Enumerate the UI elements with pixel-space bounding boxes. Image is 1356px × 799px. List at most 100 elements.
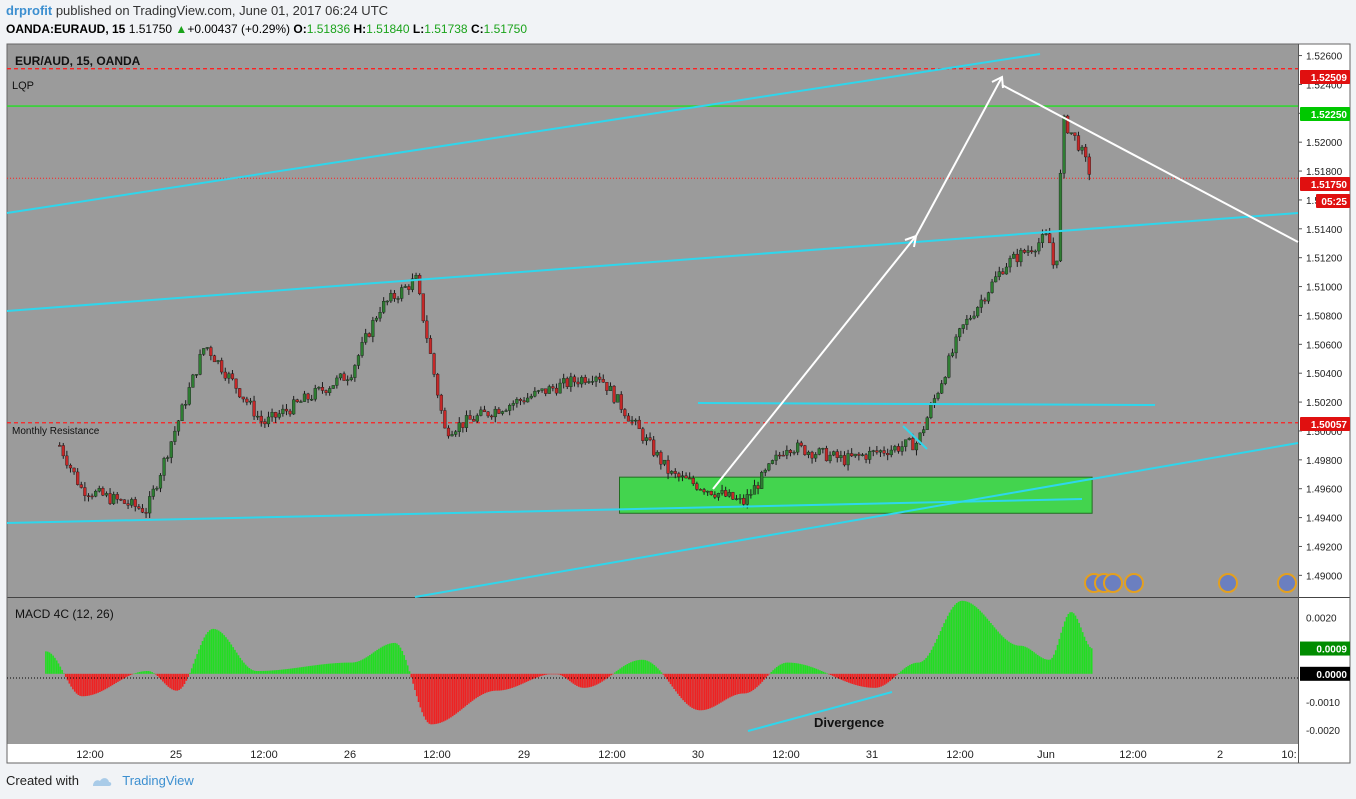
macd-bar: [268, 670, 270, 674]
x-tick-label: 29: [518, 749, 530, 761]
macd-bar: [1045, 659, 1048, 674]
y-tick-label: 1.49200: [1306, 542, 1343, 553]
upper-channel-line[interactable]: [6, 53, 1041, 214]
macd-bar: [997, 631, 999, 674]
event-flag-icon[interactable]: [1124, 573, 1144, 593]
macd-bar: [1024, 646, 1026, 674]
candle-body: [554, 387, 559, 394]
candle-body: [65, 455, 69, 466]
publish-line: drprofit published on TradingView.com, J…: [6, 3, 388, 18]
macd-bar: [412, 673, 414, 684]
macd-bar: [144, 671, 146, 674]
candle-body: [378, 312, 382, 319]
macd-bar: [408, 671, 411, 674]
macd-bar: [550, 673, 553, 675]
candle-body: [605, 382, 609, 391]
candle-body: [788, 449, 793, 453]
candle-body: [875, 450, 879, 453]
short-break-line[interactable]: [902, 425, 928, 450]
macd-bar: [808, 666, 810, 674]
candle-body: [202, 348, 206, 355]
arrow-leg-1[interactable]: [712, 235, 917, 490]
macd-bar: [860, 673, 863, 687]
macd-bar: [975, 607, 978, 674]
macd-bar: [824, 672, 827, 674]
macd-bar: [547, 673, 549, 675]
rising-trend-line[interactable]: [414, 442, 1299, 598]
candle-body: [461, 422, 465, 428]
macd-bar: [682, 673, 684, 701]
macd-bar: [576, 673, 578, 686]
macd-bar: [311, 665, 314, 674]
mid-channel-line[interactable]: [6, 212, 1299, 312]
macd-bar: [235, 652, 238, 674]
macd-bar: [554, 673, 557, 675]
macd-bar: [934, 642, 936, 674]
macd-bar: [862, 673, 864, 687]
candle-body: [335, 377, 339, 386]
macd-bar: [664, 673, 666, 677]
macd-bar: [73, 673, 76, 692]
candle-body: [742, 497, 746, 505]
macd-bar: [955, 603, 958, 674]
candle-body: [126, 503, 130, 506]
macd-bar: [1065, 617, 1068, 674]
candle-body: [1019, 249, 1023, 263]
candle-body: [410, 278, 415, 290]
candle-body: [889, 449, 893, 456]
tradingview-link[interactable]: TradingView: [122, 773, 194, 788]
candle-body: [950, 352, 955, 357]
macd-bar: [75, 673, 78, 694]
candle-body: [302, 393, 307, 402]
macd-bar: [680, 673, 683, 699]
candle-body: [526, 397, 530, 403]
macd-bar: [441, 673, 443, 723]
macd-bar: [637, 660, 639, 674]
candle-body: [774, 454, 778, 461]
macd-bar: [45, 651, 47, 674]
author-link[interactable]: drprofit: [6, 3, 53, 18]
event-flag-icon[interactable]: [1277, 573, 1297, 593]
event-flag-icon[interactable]: [1218, 573, 1238, 593]
macd-bar: [727, 673, 729, 699]
macd-bar: [140, 671, 143, 674]
macd-bar: [1072, 613, 1075, 674]
range-top-line[interactable]: [697, 402, 1156, 406]
macd-bar: [936, 638, 938, 674]
macd-bar: [115, 673, 117, 683]
macd-bar: [835, 673, 837, 678]
candle-body: [961, 324, 965, 329]
lower-support-line[interactable]: [6, 498, 1083, 524]
price-label-box: [1300, 107, 1350, 121]
macd-bar: [829, 673, 832, 676]
macd-bar: [444, 673, 447, 721]
candle-body: [893, 446, 897, 451]
macd-bar: [914, 662, 917, 674]
arrow-leg-2[interactable]: [915, 76, 1003, 237]
macd-bar: [426, 673, 429, 723]
candle-body: [907, 438, 911, 440]
candle-body: [1033, 250, 1037, 253]
candle-body: [612, 385, 616, 403]
macd-bar: [662, 673, 665, 675]
macd-bar: [826, 673, 828, 674]
candle-body: [389, 293, 393, 302]
candle-body: [839, 455, 843, 459]
macd-bar: [545, 673, 548, 675]
macd-bar: [100, 673, 103, 692]
macd-bar: [849, 673, 852, 684]
macd-bar: [437, 673, 440, 724]
divergence-line[interactable]: [747, 691, 893, 732]
macd-bar: [698, 673, 701, 711]
macd-bar: [199, 645, 202, 674]
macd-bar: [973, 605, 976, 674]
event-flag-icon[interactable]: [1103, 573, 1123, 593]
macd-bar: [878, 673, 881, 688]
arrow-leg-down[interactable]: [1001, 84, 1299, 243]
macd-bar: [324, 664, 326, 674]
macd-bar: [1051, 657, 1053, 674]
macd-bar: [543, 673, 546, 676]
macd-bar: [482, 673, 485, 695]
y-tick-label: 1.49600: [1306, 485, 1343, 496]
